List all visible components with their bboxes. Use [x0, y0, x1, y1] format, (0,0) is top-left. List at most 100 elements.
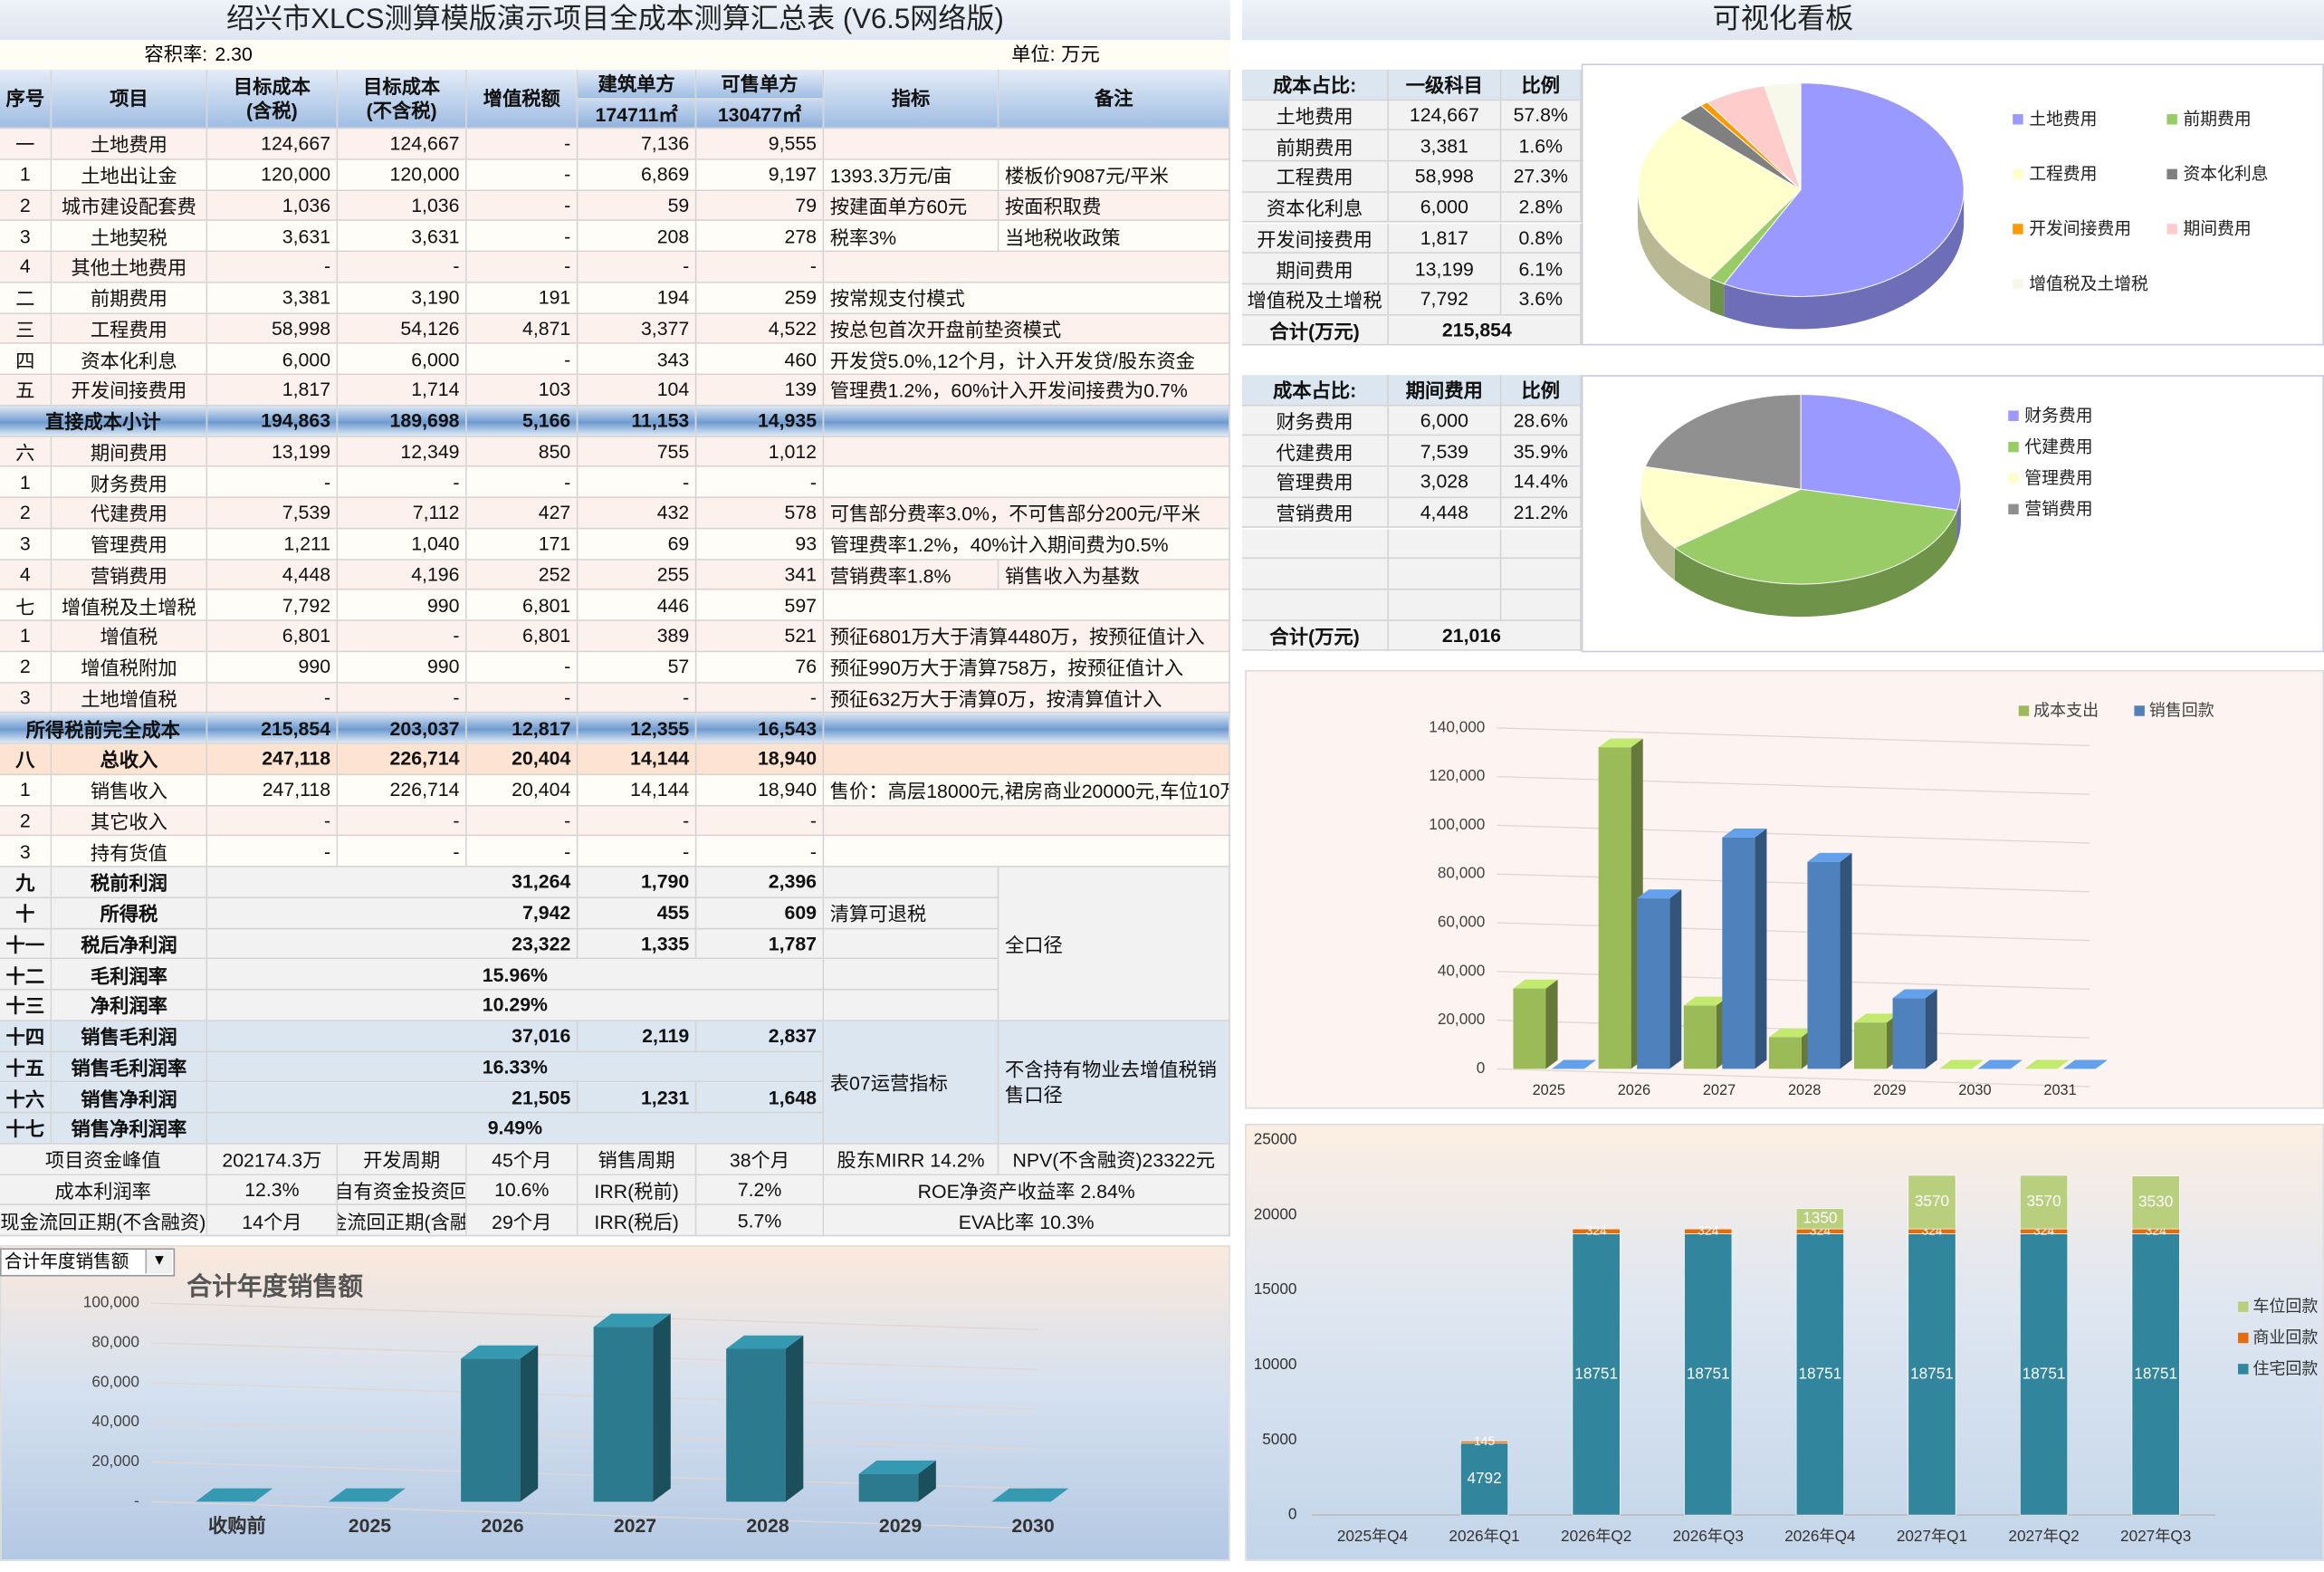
row-item: 税前利润 [52, 867, 208, 898]
value-cell: 343 [578, 344, 697, 376]
dash-cell: 4,448 [1388, 497, 1502, 529]
legend-swatch [2008, 503, 2019, 515]
value-cell: - [466, 805, 579, 837]
value-cell: 446 [578, 590, 697, 621]
value-cell: 20,404 [466, 743, 579, 775]
row-item: 增值税附加 [52, 651, 208, 683]
x-tick-label: 2031 [2043, 1082, 2076, 1098]
metric-cell: 销售周期 [578, 1144, 697, 1175]
row-item: 增值税及土增税 [52, 590, 208, 621]
row-no: 十五 [0, 1051, 53, 1083]
value-cell: 18,940 [696, 743, 825, 775]
value-cell: 215,854 [207, 713, 339, 744]
value-cell: 6,801 [207, 620, 339, 652]
grid-line [1497, 1068, 2090, 1088]
bar-top [1598, 738, 1643, 748]
dropdown-arrow[interactable]: ▼ [145, 1250, 172, 1274]
legend-swatch [2134, 705, 2145, 716]
header-cell: 130477㎡ [696, 99, 825, 129]
dash-total: 合计(万元) [1241, 315, 1389, 346]
header-cell: 目标成本 (不含税) [338, 69, 467, 129]
legend-label: 财务费用 [2024, 406, 2092, 425]
value-cell: - [338, 805, 467, 837]
grid-line [1497, 775, 2090, 795]
dashboard-title: 可视化看板 [1241, 0, 2324, 41]
row-item: 财务费用 [52, 467, 208, 499]
legend-label: 开发间接费用 [2029, 219, 2131, 238]
index-cell [824, 805, 1230, 837]
y-tick-label: 80,000 [91, 1332, 139, 1350]
value-cell: 755 [578, 436, 697, 468]
dash-cell [1241, 559, 1389, 590]
row-item: 总收入 [52, 743, 208, 775]
value-cell: 15.96% [207, 959, 825, 991]
legend-label: 资本化利息 [2183, 164, 2268, 183]
row-item: 管理费用 [52, 529, 208, 561]
row-item: 销售净利润 [52, 1082, 208, 1114]
metric-cell: IRR(税后) [578, 1205, 697, 1237]
grid-line [1497, 971, 2090, 991]
bar-top [328, 1488, 406, 1502]
dash-cell: 营销费用 [1241, 497, 1389, 529]
unit-label: 单位: [1011, 43, 1056, 66]
value-cell: 16.33% [207, 1051, 825, 1083]
value-cell: 14,144 [578, 774, 697, 806]
dash-cell [1241, 528, 1389, 560]
dash-header: 成本占比: [1241, 69, 1389, 101]
x-tick-label: 2028 [746, 1515, 789, 1537]
metric-cell: NPV(不含融资)23322元 [999, 1144, 1230, 1175]
value-cell: 12,355 [578, 713, 697, 744]
index-cell: 按总包首次开盘前垫资模式 [824, 313, 1230, 345]
bar-segment [2020, 1174, 2069, 1230]
metric-cell: 现金流回正期(含融资) [338, 1205, 467, 1237]
dash-cell: 1.6% [1501, 130, 1582, 162]
metric-cell: 整体自有资金投资回报率 [338, 1174, 467, 1206]
bar [1807, 861, 1841, 1069]
value-cell: 578 [696, 498, 825, 530]
data-label: 1350 [1803, 1208, 1837, 1226]
row-item: 增值税 [52, 620, 208, 652]
data-label: 4792 [1467, 1469, 1501, 1487]
value-cell: 104 [578, 375, 697, 407]
value-cell: - [338, 252, 467, 283]
note-cell: 当地税收政策 [999, 221, 1230, 253]
value-cell: 124,667 [338, 129, 467, 160]
dash-cell: 7,539 [1388, 436, 1502, 467]
index-cell: 预征632万大于清算0万，按清算值计入 [824, 682, 1230, 714]
x-tick-label: 2027 [1703, 1082, 1736, 1098]
value-cell: 427 [466, 498, 579, 530]
index-cell: 营销费率1.8% [824, 560, 999, 590]
y-tick-label: 80,000 [1438, 864, 1486, 882]
row-no: 2 [0, 498, 53, 530]
header-cell: 目标成本 (含税) [207, 69, 339, 129]
pie-slice [1637, 117, 1802, 280]
row-no: 1 [0, 774, 53, 806]
index-cell: 管理费1.2%，60%计入开发间接费为0.7% [824, 375, 1230, 407]
legend-label: 增值税及土增税 [2029, 273, 2148, 292]
value-cell: 194,863 [207, 406, 339, 437]
dash-cell: 前期费用 [1241, 130, 1389, 162]
value-cell: 4,448 [207, 560, 339, 590]
value-cell: 7,792 [207, 590, 339, 621]
value-cell: - [338, 620, 467, 652]
row-item: 代建费用 [52, 498, 208, 530]
value-cell: 189,698 [338, 406, 467, 437]
legend-label: 土地费用 [2029, 110, 2097, 129]
value-cell: 2,119 [578, 1021, 697, 1052]
dash-total: 21,016 [1388, 620, 1582, 652]
value-cell: - [466, 159, 579, 191]
far-value: 2.30 [215, 43, 253, 66]
bar [1854, 1022, 1888, 1069]
metric-cell: 10.6% [466, 1174, 579, 1206]
bar [1637, 898, 1670, 1069]
bar-top [858, 1460, 936, 1474]
row-item: 净利润率 [52, 990, 208, 1021]
value-cell: 120,000 [207, 159, 339, 191]
bar-top [726, 1335, 804, 1349]
bar-top [1807, 852, 1852, 862]
grid-line [1497, 922, 2090, 942]
value-cell: 76 [696, 651, 825, 683]
value-cell: 455 [578, 897, 697, 929]
data-label: 324 [1586, 1222, 1607, 1237]
